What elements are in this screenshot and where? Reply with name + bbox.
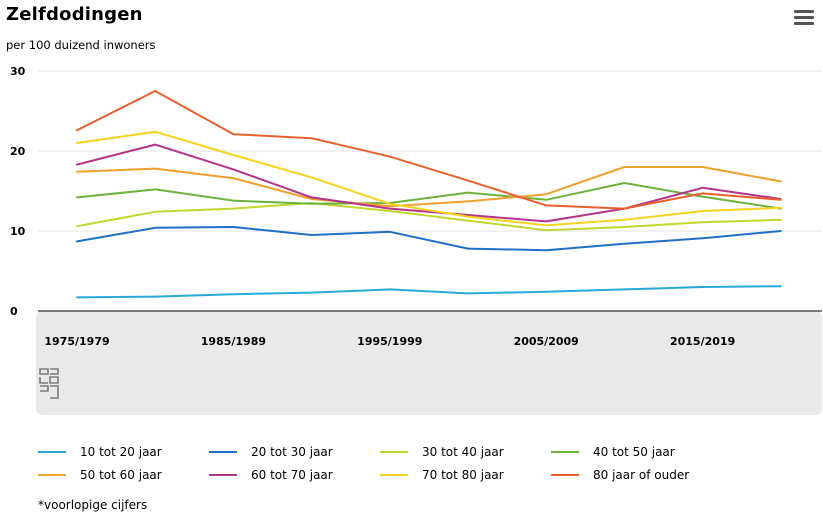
legend-swatch	[38, 451, 66, 453]
legend-label: 50 tot 60 jaar	[80, 468, 162, 482]
legend-item[interactable]: 40 tot 50 jaar	[551, 443, 675, 461]
y-tick-label: 10	[10, 225, 26, 238]
legend-item[interactable]: 70 tot 80 jaar	[380, 466, 504, 484]
x-tick-label: 1985/1989	[201, 335, 266, 348]
legend-item[interactable]: 30 tot 40 jaar	[380, 443, 504, 461]
x-axis-ticks: 1975/1979 1985/1989 1995/1999 2005/2009 2015…	[44, 335, 735, 348]
legend-item[interactable]: 60 tot 70 jaar	[209, 466, 333, 484]
menu-bar	[794, 10, 814, 13]
legend-label: 30 tot 40 jaar	[422, 445, 504, 459]
legend-label: 40 tot 50 jaar	[593, 445, 675, 459]
y-axis-ticks: 0 10 20 30	[10, 65, 26, 318]
series-line	[76, 130, 782, 227]
legend-label: 20 tot 30 jaar	[251, 445, 333, 459]
series-line	[76, 226, 782, 252]
legend-item[interactable]: 20 tot 30 jaar	[209, 443, 333, 461]
legend-swatch	[380, 451, 408, 453]
legend-swatch	[380, 474, 408, 476]
x-axis-band	[36, 311, 822, 415]
legend-item[interactable]: 80 jaar of ouder	[551, 466, 689, 484]
legend-label: 60 tot 70 jaar	[251, 468, 333, 482]
menu-bar	[794, 22, 814, 25]
hamburger-menu-icon[interactable]	[794, 10, 814, 26]
legend-item[interactable]: 50 tot 60 jaar	[38, 466, 162, 484]
series-line	[76, 90, 782, 210]
line-chart: 0 10 20 30 1975/1979 1985/1989 1995/1999 2005/…	[10, 65, 822, 415]
y-tick-label: 30	[10, 65, 26, 78]
cbs-logo-icon	[39, 368, 59, 399]
legend-label: 10 tot 20 jaar	[80, 445, 162, 459]
series-line	[76, 182, 782, 210]
series-line	[76, 143, 782, 223]
y-tick-label: 20	[10, 145, 26, 158]
legend-swatch	[38, 474, 66, 476]
footnote: *voorlopige cijfers	[38, 498, 148, 512]
x-tick-label: 1995/1999	[357, 335, 422, 348]
grid-lines	[38, 70, 822, 312]
y-tick-label: 0	[10, 305, 18, 318]
legend-item[interactable]: 10 tot 20 jaar	[38, 443, 162, 461]
legend-swatch	[209, 451, 237, 453]
series-lines	[76, 90, 782, 299]
legend-swatch	[209, 474, 237, 476]
legend-swatch	[551, 474, 579, 476]
x-tick-label: 2005/2009	[514, 335, 579, 348]
legend-label: 70 tot 80 jaar	[422, 468, 504, 482]
series-line	[76, 166, 782, 208]
chart-subtitle: per 100 duizend inwoners	[6, 38, 156, 52]
x-tick-label: 1975/1979	[44, 335, 109, 348]
legend-swatch	[551, 451, 579, 453]
page-title: Zelfdodingen	[6, 4, 143, 25]
legend-label: 80 jaar of ouder	[593, 468, 690, 482]
x-tick-label: 2015/2019	[670, 335, 735, 348]
menu-bar	[794, 16, 814, 19]
series-line	[76, 202, 782, 232]
series-line	[76, 285, 782, 299]
